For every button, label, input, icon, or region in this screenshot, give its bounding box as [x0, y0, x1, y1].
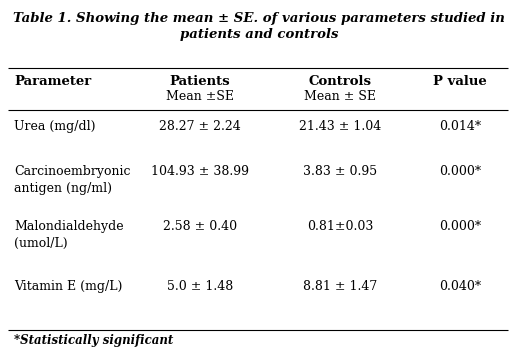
Text: 21.43 ± 1.04: 21.43 ± 1.04: [299, 120, 381, 133]
Text: Carcinoembryonic
antigen (ng/ml): Carcinoembryonic antigen (ng/ml): [14, 165, 131, 195]
Text: 0.014*: 0.014*: [439, 120, 481, 133]
Text: 0.000*: 0.000*: [439, 220, 481, 233]
Text: 104.93 ± 38.99: 104.93 ± 38.99: [151, 165, 249, 178]
Text: 2.58 ± 0.40: 2.58 ± 0.40: [163, 220, 237, 233]
Text: Parameter: Parameter: [14, 75, 91, 88]
Text: 28.27 ± 2.24: 28.27 ± 2.24: [159, 120, 241, 133]
Text: Controls: Controls: [309, 75, 371, 88]
Text: 8.81 ± 1.47: 8.81 ± 1.47: [303, 280, 377, 293]
Text: Vitamin E (mg/L): Vitamin E (mg/L): [14, 280, 122, 293]
Text: 0.81±0.03: 0.81±0.03: [307, 220, 373, 233]
Text: 3.83 ± 0.95: 3.83 ± 0.95: [303, 165, 377, 178]
Text: Malondialdehyde
(umol/L): Malondialdehyde (umol/L): [14, 220, 124, 250]
Text: Table 1. Showing the mean ± SE. of various parameters studied in: Table 1. Showing the mean ± SE. of vario…: [13, 12, 505, 25]
Text: Mean ± SE: Mean ± SE: [304, 90, 376, 103]
Text: *Statistically significant: *Statistically significant: [14, 334, 173, 347]
Text: Patients: Patients: [170, 75, 231, 88]
Text: Urea (mg/dl): Urea (mg/dl): [14, 120, 95, 133]
Text: 5.0 ± 1.48: 5.0 ± 1.48: [167, 280, 233, 293]
Text: 0.040*: 0.040*: [439, 280, 481, 293]
Text: patients and controls: patients and controls: [180, 28, 338, 41]
Text: P value: P value: [433, 75, 487, 88]
Text: 0.000*: 0.000*: [439, 165, 481, 178]
Text: Mean ±SE: Mean ±SE: [166, 90, 234, 103]
